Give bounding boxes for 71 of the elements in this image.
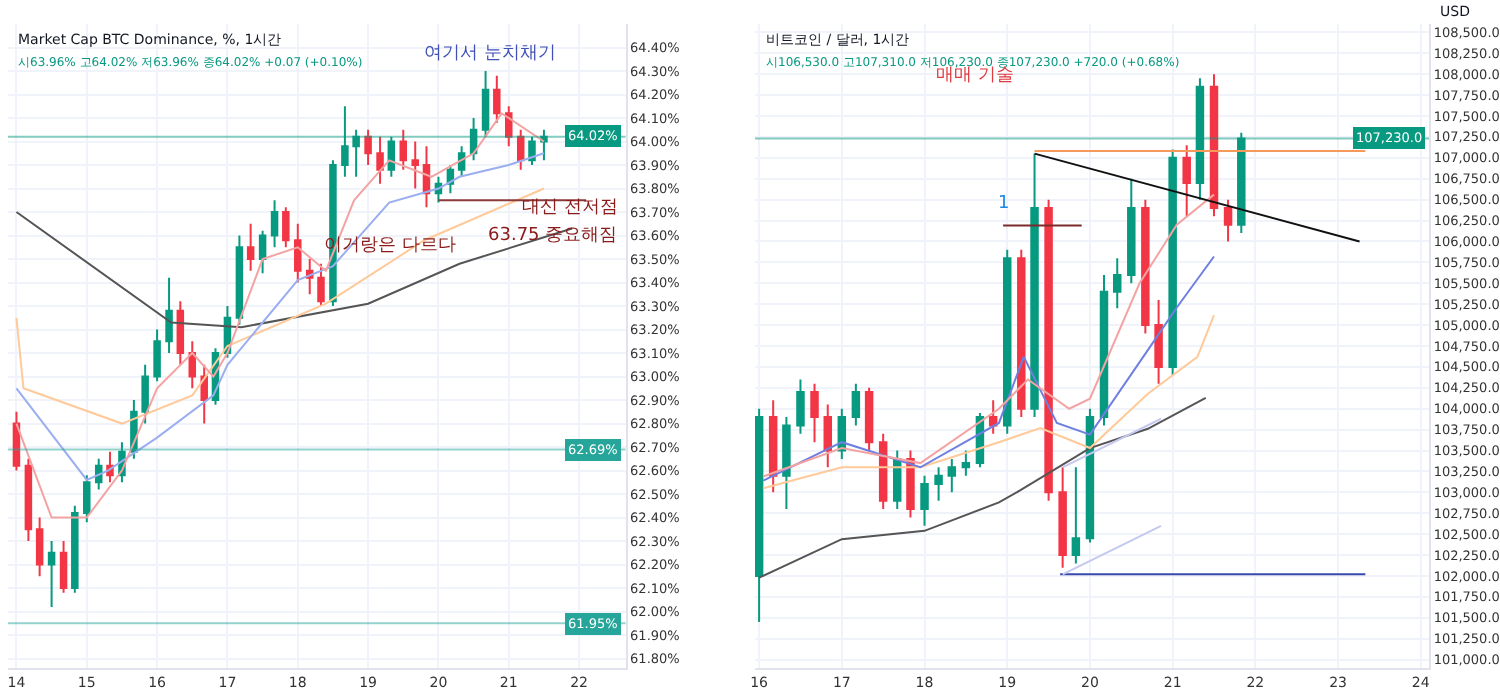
- candlestick: [422, 145, 431, 209]
- candlestick: [493, 74, 501, 124]
- candlestick: [469, 117, 478, 162]
- candlestick: [1003, 248, 1012, 435]
- candlestick: [1154, 299, 1163, 385]
- line-series: [758, 396, 1207, 579]
- candlestick: [176, 300, 185, 366]
- candlestick: [1141, 198, 1150, 335]
- candlestick: [317, 262, 325, 308]
- candlestick: [810, 382, 819, 444]
- candlestick: [258, 229, 267, 275]
- candlestick: [1113, 257, 1122, 310]
- candlestick: [1017, 248, 1026, 419]
- candlestick: [59, 540, 68, 594]
- annotation: 63.75 중요해짐: [488, 226, 618, 246]
- candlestick: [934, 466, 943, 502]
- candlestick: [540, 128, 548, 162]
- candlestick: [1237, 131, 1246, 235]
- candlestick: [35, 516, 44, 578]
- candlestick: [1030, 152, 1039, 419]
- candlestick: [864, 386, 874, 452]
- candlestick: [376, 135, 384, 185]
- candlestick: [153, 328, 161, 383]
- candlestick: [878, 432, 888, 511]
- line-series: [762, 314, 1215, 490]
- line-series: [762, 255, 1215, 482]
- candlestick: [305, 258, 314, 296]
- line-series: [762, 193, 1215, 478]
- annotation: 매매 기술: [936, 66, 1014, 86]
- annotation: 1: [998, 194, 1010, 214]
- candlestick: [528, 135, 536, 167]
- candlestick: [71, 504, 79, 594]
- candlestick: [961, 449, 971, 477]
- candlestick: [796, 378, 805, 435]
- candlestick: [1127, 177, 1136, 285]
- candlestick: [24, 457, 33, 543]
- candlestick: [823, 403, 832, 469]
- candlestick: [988, 399, 998, 435]
- candlestick: [200, 363, 208, 425]
- candlestick: [505, 105, 513, 148]
- candlestick: [906, 449, 915, 519]
- candlestick: [1044, 198, 1053, 502]
- annotation: 여기서 눈치채기: [424, 44, 556, 64]
- candlestick: [1058, 466, 1067, 569]
- candlestick: [1209, 73, 1219, 218]
- candlestick: [364, 128, 372, 167]
- candlestick: [165, 276, 173, 355]
- candlestick: [516, 128, 525, 171]
- candlestick: [294, 222, 302, 284]
- candlestick: [12, 410, 21, 472]
- candlestick: [47, 540, 56, 608]
- candlestick: [411, 140, 419, 190]
- candlestick: [83, 474, 91, 524]
- candlestick: [399, 128, 408, 171]
- candlestick: [481, 70, 490, 138]
- candlestick: [235, 234, 244, 326]
- candlestick: [1195, 77, 1205, 201]
- candlestick: [188, 340, 197, 390]
- candlestick: [1182, 144, 1191, 218]
- candlestick: [1071, 466, 1081, 565]
- candlestick: [851, 382, 861, 427]
- candlestick: [768, 399, 778, 494]
- candlestick: [270, 199, 279, 249]
- candlestick: [782, 416, 791, 511]
- candlestick: [1099, 273, 1109, 427]
- annotation: 대신 전저점: [522, 198, 618, 218]
- candlestick: [246, 222, 255, 272]
- candlestick: [282, 206, 290, 249]
- candlestick: [947, 457, 957, 494]
- candlestick: [1223, 198, 1233, 243]
- candlestick: [920, 474, 929, 527]
